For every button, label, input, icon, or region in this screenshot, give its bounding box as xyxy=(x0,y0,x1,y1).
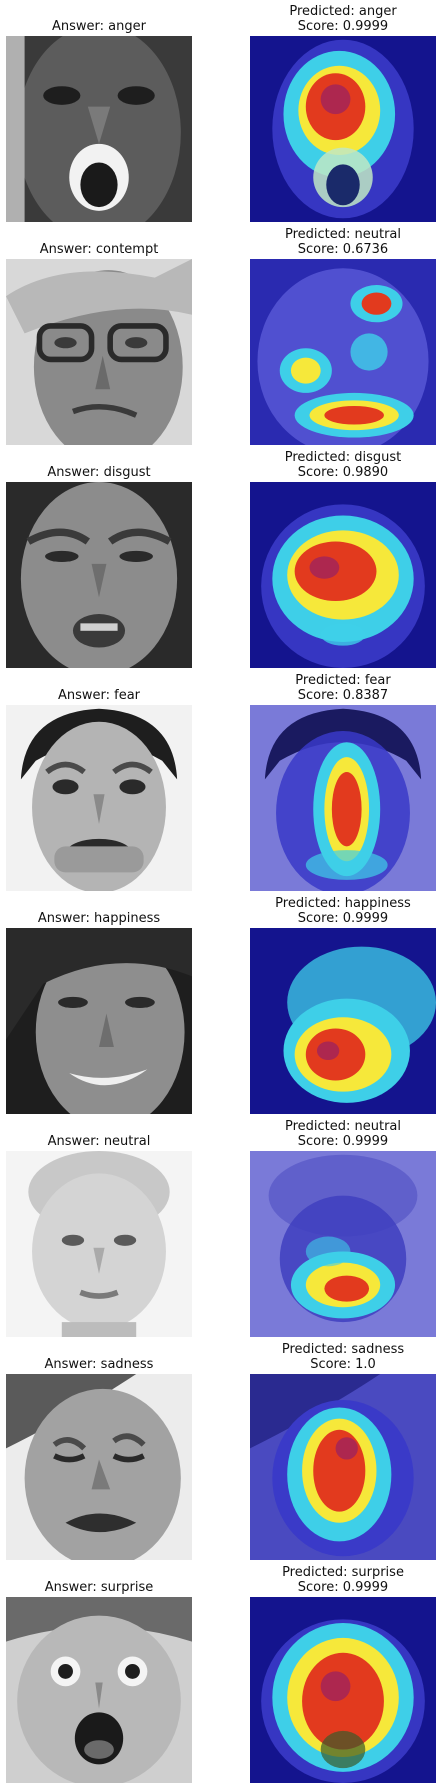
prediction-title: Predicted: happiness Score: 0.9999 xyxy=(250,892,436,926)
answer-label: Answer: disgust xyxy=(47,465,151,480)
gradcam-heatmap-image xyxy=(250,36,436,222)
panel-row-contempt: Answer: contempt Predicted: neutral xyxy=(0,223,442,446)
prediction-title: Predicted: neutral Score: 0.6736 xyxy=(250,223,436,257)
answer-title: Answer: disgust xyxy=(6,446,192,480)
gradcam-heatmap-image xyxy=(250,1374,436,1560)
original-face-cell: Answer: neutral xyxy=(6,1115,192,1338)
panel-row-fear: Answer: fear Predicted: fe xyxy=(0,669,442,892)
prediction-title: Predicted: fear Score: 0.8387 xyxy=(250,669,436,703)
grayscale-face-image xyxy=(6,1597,192,1783)
predicted-label: Predicted: sadness xyxy=(281,1342,405,1357)
answer-title: Answer: sadness xyxy=(6,1338,192,1372)
gradcam-heatmap-image xyxy=(250,259,436,445)
original-face-cell: Answer: contempt xyxy=(6,223,192,446)
gradcam-heatmap-image xyxy=(250,1597,436,1783)
score-label: Score: 0.6736 xyxy=(297,242,389,257)
score-label: Score: 0.9999 xyxy=(297,1580,389,1595)
score-label: Score: 0.8387 xyxy=(297,688,389,703)
grayscale-face-image xyxy=(6,928,192,1114)
gradcam-heatmap-image xyxy=(250,928,436,1114)
gradcam-heatmap-image xyxy=(250,705,436,891)
gradcam-cell: Predicted: neutral Score: 0.6736 xyxy=(250,223,436,446)
gradcam-cell: Predicted: sadness Score: 1.0 xyxy=(250,1338,436,1561)
score-label: Score: 0.9999 xyxy=(297,19,389,34)
predicted-label: Predicted: neutral xyxy=(284,227,402,242)
gradcam-cell: Predicted: surprise Score: 0.9999 xyxy=(250,1561,436,1784)
answer-title: Answer: happiness xyxy=(6,892,192,926)
score-label: Score: 0.9999 xyxy=(297,1134,389,1149)
prediction-title: Predicted: anger Score: 0.9999 xyxy=(250,0,436,34)
panel-row-surprise: Answer: surprise Predicted xyxy=(0,1561,442,1784)
answer-label: Answer: fear xyxy=(57,688,141,703)
grayscale-face-image xyxy=(6,1374,192,1560)
score-label: Score: 1.0 xyxy=(310,1357,376,1372)
original-face-cell: Answer: sadness xyxy=(6,1338,192,1561)
panel-row-neutral: Answer: neutral Predicted: neutral Score xyxy=(0,1115,442,1338)
gradcam-heatmap-image xyxy=(250,482,436,668)
answer-label: Answer: anger xyxy=(52,19,146,34)
prediction-title: Predicted: disgust Score: 0.9890 xyxy=(250,446,436,480)
answer-label: Answer: neutral xyxy=(47,1134,151,1149)
gradcam-heatmap-image xyxy=(250,1151,436,1337)
grayscale-face-image xyxy=(6,482,192,668)
predicted-label: Predicted: anger xyxy=(289,4,397,19)
grayscale-face-image xyxy=(6,1151,192,1337)
answer-label: Answer: happiness xyxy=(37,911,161,926)
answer-label: Answer: sadness xyxy=(44,1357,154,1372)
grayscale-face-image xyxy=(6,705,192,891)
answer-title: Answer: contempt xyxy=(6,223,192,257)
gradcam-cell: Predicted: fear Score: 0.8387 xyxy=(250,669,436,892)
gradcam-cell: Predicted: happiness Score: 0.9999 xyxy=(250,892,436,1115)
prediction-title: Predicted: neutral Score: 0.9999 xyxy=(250,1115,436,1149)
predicted-label: Predicted: surprise xyxy=(282,1565,404,1580)
original-face-cell: Answer: fear xyxy=(6,669,192,892)
gradcam-cell: Predicted: neutral Score: 0.9999 xyxy=(250,1115,436,1338)
prediction-title: Predicted: sadness Score: 1.0 xyxy=(250,1338,436,1372)
answer-title: Answer: anger xyxy=(6,0,192,34)
predicted-label: Predicted: disgust xyxy=(284,450,402,465)
score-label: Score: 0.9890 xyxy=(297,465,389,480)
original-face-cell: Answer: anger xyxy=(6,0,192,223)
gradcam-cell: Predicted: disgust Score: 0.9890 xyxy=(250,446,436,669)
panel-row-disgust: Answer: disgust Predicted: disgust xyxy=(0,446,442,669)
answer-title: Answer: fear xyxy=(6,669,192,703)
answer-label: Answer: surprise xyxy=(44,1580,154,1595)
original-face-cell: Answer: surprise xyxy=(6,1561,192,1784)
answer-label: Answer: contempt xyxy=(39,242,159,257)
grayscale-face-image xyxy=(6,259,192,445)
predicted-label: Predicted: happiness xyxy=(275,896,411,911)
answer-title: Answer: neutral xyxy=(6,1115,192,1149)
prediction-title: Predicted: surprise Score: 0.9999 xyxy=(250,1561,436,1595)
predicted-label: Predicted: fear xyxy=(295,673,391,688)
original-face-cell: Answer: disgust xyxy=(6,446,192,669)
grayscale-face-image xyxy=(6,36,192,222)
panel-row-sadness: Answer: sadness Predicted: sadness xyxy=(0,1338,442,1561)
original-face-cell: Answer: happiness xyxy=(6,892,192,1115)
gradcam-cell: Predicted: anger Score: 0.9999 xyxy=(250,0,436,223)
panel-row-happiness: Answer: happiness Predicted: happiness S… xyxy=(0,892,442,1115)
predicted-label: Predicted: neutral xyxy=(284,1119,402,1134)
panel-row-anger: Answer: anger Predicted: anger Score: 0. xyxy=(0,0,442,223)
score-label: Score: 0.9999 xyxy=(297,911,389,926)
answer-title: Answer: surprise xyxy=(6,1561,192,1595)
